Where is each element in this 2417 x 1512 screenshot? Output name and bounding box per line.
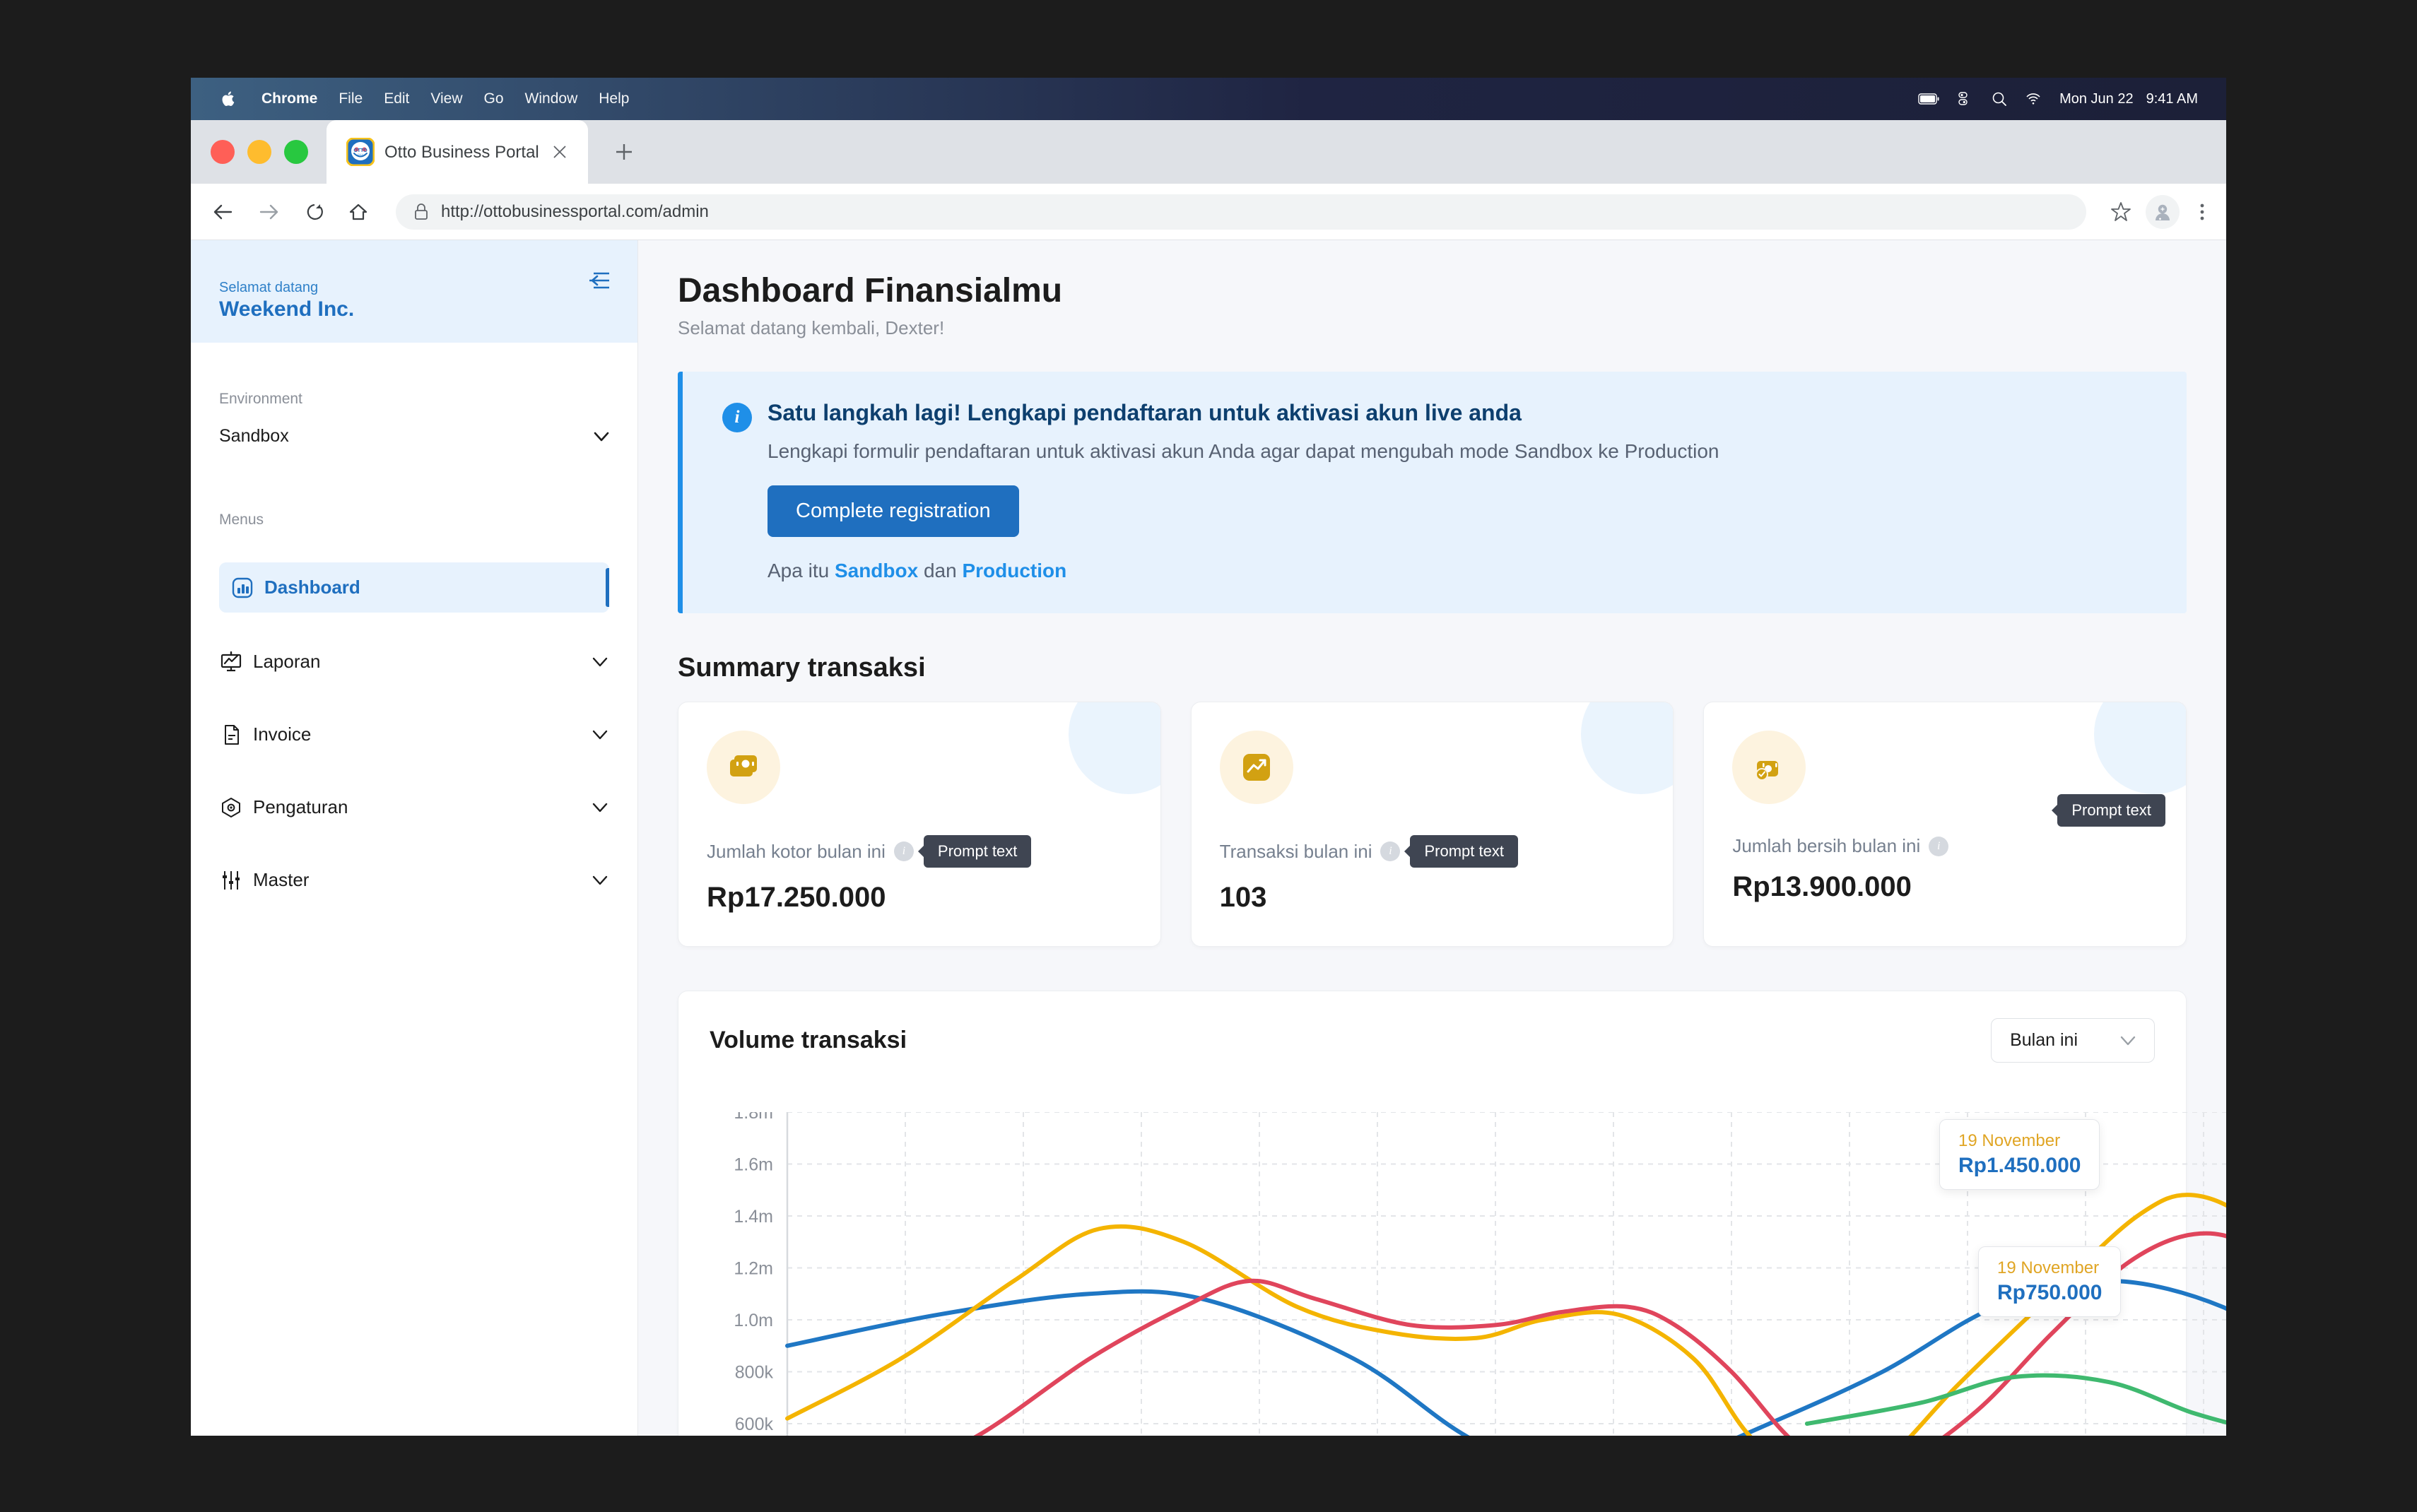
svg-text:1.0m: 1.0m: [734, 1311, 773, 1330]
svg-text:1.2m: 1.2m: [734, 1259, 773, 1279]
svg-text:800k: 800k: [735, 1363, 774, 1383]
svg-text:1.8m: 1.8m: [734, 1112, 773, 1123]
svg-text:1.4m: 1.4m: [734, 1207, 773, 1227]
svg-text:1.6m: 1.6m: [734, 1155, 773, 1175]
svg-text:600k: 600k: [735, 1414, 774, 1434]
